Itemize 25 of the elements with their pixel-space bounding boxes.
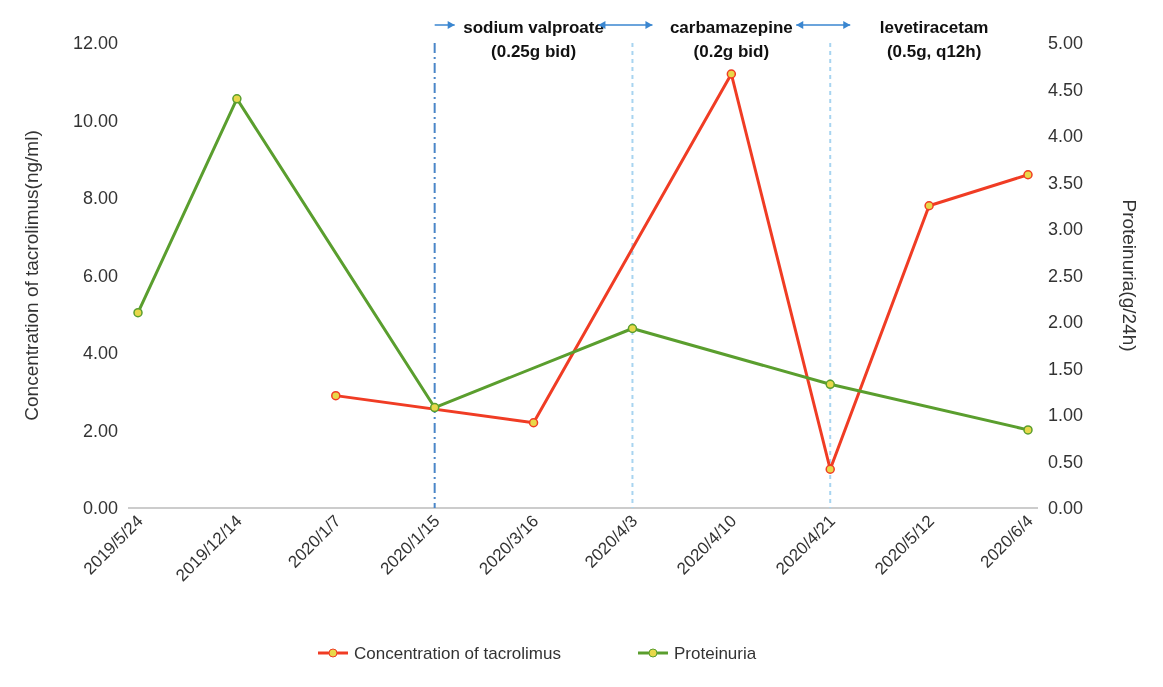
y2-tick-label: 1.50 bbox=[1048, 358, 1084, 379]
y2-axis-title: Proteinuria(g/24h) bbox=[1119, 199, 1140, 352]
annotation: sodium valproate (0.25g bid) bbox=[463, 18, 604, 61]
y-axis-title: Concentration of tacrolimus(ng/ml) bbox=[21, 130, 42, 421]
y-tick-label: 12.00 bbox=[72, 33, 118, 53]
y-tick-label: 4.00 bbox=[82, 343, 118, 363]
y2-tick-label: 5.00 bbox=[1048, 33, 1084, 53]
y2-tick-label: 1.00 bbox=[1048, 405, 1084, 425]
y2-tick-label: 4.00 bbox=[1048, 126, 1084, 146]
y2-tick-label: 2.50 bbox=[1048, 265, 1084, 286]
y-tick-label: 10.00 bbox=[72, 110, 118, 131]
y2-tick-label: 4.50 bbox=[1048, 79, 1084, 100]
legend-label: Proteinuria bbox=[674, 644, 757, 663]
y2-tick-label: 3.00 bbox=[1048, 219, 1084, 239]
y2-tick-label: 3.50 bbox=[1048, 172, 1084, 193]
y-tick-label: 6.00 bbox=[82, 265, 118, 286]
y2-tick-label: 0.00 bbox=[1048, 498, 1084, 518]
y-tick-label: 0.00 bbox=[82, 498, 118, 518]
y-tick-label: 2.00 bbox=[82, 420, 118, 441]
annotation: carbamazepine (0.2g bid) bbox=[669, 18, 793, 61]
y2-tick-label: 0.50 bbox=[1048, 451, 1084, 472]
legend-label: Concentration of tacrolimus bbox=[354, 644, 561, 663]
y-tick-label: 8.00 bbox=[82, 188, 118, 208]
y2-tick-label: 2.00 bbox=[1048, 312, 1084, 332]
annotation: levetiracetam (0.5g, q12h) bbox=[879, 18, 989, 61]
